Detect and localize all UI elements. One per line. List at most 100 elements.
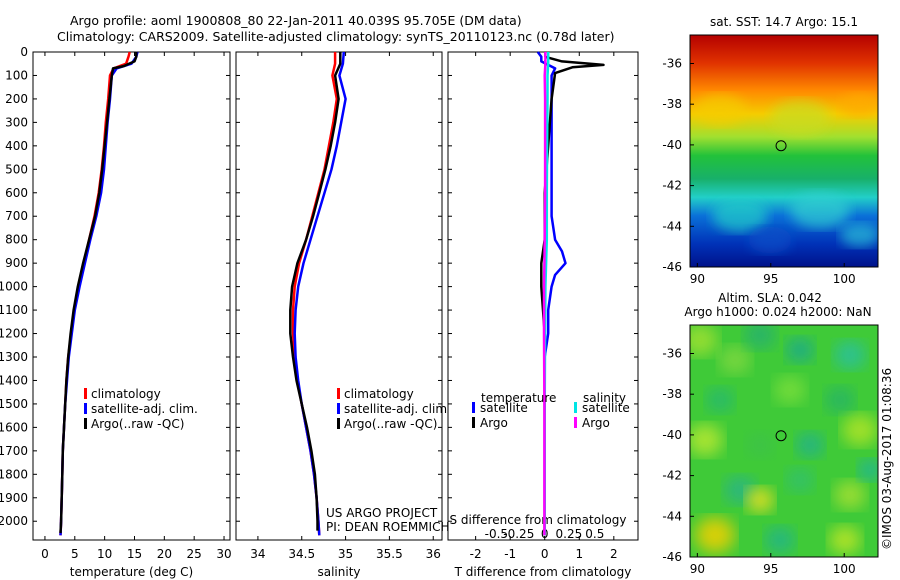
legend-swatch	[574, 402, 577, 413]
sla-texture	[719, 345, 751, 375]
sla-texture	[695, 517, 735, 553]
legend-entry: Argo(..raw -QC)	[91, 417, 184, 431]
y-tick-label: 100	[5, 68, 28, 82]
y-tick-label: 0	[20, 45, 28, 59]
profile-panel-1: 0 5 10 15 20 25 300100200300400500600700800900…	[0, 45, 232, 579]
x-axis-label: temperature (deg C)	[70, 565, 193, 579]
secondary-x-axis-label: S difference from climatology	[450, 513, 627, 527]
series-line	[542, 52, 547, 536]
y-tick-label: 2000	[0, 514, 28, 528]
y-tick-label: 1100	[0, 303, 28, 317]
x-tick-label: 34.5	[288, 547, 315, 561]
y-tick-label: 1700	[0, 444, 28, 458]
plot-frame	[235, 51, 443, 541]
legend-header-salinity: salinity	[583, 391, 626, 405]
legend-swatch	[472, 417, 475, 428]
sst-texture	[694, 94, 746, 126]
secondary-x-tick-label: 0.5	[585, 527, 604, 541]
x-tick-label: 0	[41, 547, 49, 561]
sla-texture	[858, 459, 878, 481]
series-line	[536, 51, 567, 536]
x-tick-label: 90	[690, 562, 705, 576]
sst-texture	[748, 226, 792, 254]
y-tick-label: -40	[662, 428, 682, 442]
x-tick-label: -2	[470, 547, 482, 561]
x-tick-label: 2	[610, 547, 618, 561]
profile-panel-2: 34 34.5 35 35.5 36 salinity climatologysatelli…	[235, 51, 451, 579]
x-axis-label: T difference from climatology	[454, 565, 632, 579]
imos-timestamp: ©IMOS 03-Aug-2017 01:08:36	[880, 368, 894, 550]
sla-texture	[786, 467, 814, 493]
y-tick-label: -40	[662, 138, 682, 152]
legend-swatch	[337, 403, 340, 414]
secondary-x-tick-label: 0.25	[556, 527, 583, 541]
legend-entry: Argo(..raw -QC)	[344, 417, 437, 431]
y-tick-label: -44	[662, 509, 682, 523]
legend-entry: climatology	[91, 387, 161, 401]
sst-map-panel: 90 95 100 -46 -44 -42 -40 -38 -36 sat. SST: 14.7 …	[662, 15, 879, 286]
series-line	[289, 52, 342, 531]
y-tick-label: 700	[5, 209, 28, 223]
legend-swatch	[337, 388, 340, 399]
sla-texture	[690, 423, 723, 457]
y-tick-label: -36	[662, 346, 682, 360]
x-axis-label: salinity	[317, 565, 360, 579]
map-frame	[689, 324, 879, 558]
legend-swatch	[84, 403, 87, 414]
y-tick-label: 1900	[0, 491, 28, 505]
x-tick-label: 100	[833, 272, 856, 286]
legend-swatch	[337, 418, 340, 429]
legend-entry: satellite-adj. clim.	[91, 402, 198, 416]
sla-texture	[834, 480, 866, 510]
sla-texture	[690, 325, 718, 357]
y-tick-label: 900	[5, 256, 28, 270]
y-tick-label: 200	[5, 92, 28, 106]
sla-map-panel: 90 95 100 -46 -44 -42 -40 -38 -36 Altim. SLA: 0.0…	[662, 291, 894, 576]
legend-swatch	[84, 388, 87, 399]
sla-texture	[825, 386, 855, 414]
x-tick-label: -1	[504, 547, 516, 561]
x-tick-label: 0	[541, 547, 549, 561]
sst-image	[690, 35, 878, 267]
argo-position-marker	[775, 430, 787, 442]
y-tick-label: 300	[5, 115, 28, 129]
x-tick-label: 100	[833, 562, 856, 576]
x-tick-label: 34	[250, 547, 265, 561]
legend-entry: Argo	[582, 416, 610, 430]
y-tick-label: -42	[662, 469, 682, 483]
argo-position-marker	[775, 140, 787, 152]
series-line	[59, 52, 138, 534]
sst-texture	[790, 192, 850, 228]
sst-texture	[840, 93, 878, 117]
legend-entry: satellite	[480, 401, 528, 415]
x-tick-label: 30	[216, 547, 231, 561]
y-tick-label: 600	[5, 186, 28, 200]
sla-subtitle: Argo h1000: 0.024 h2000: NaN	[684, 305, 871, 319]
y-tick-label: 1200	[0, 327, 28, 341]
sla-texture	[834, 340, 866, 370]
y-tick-label: 1800	[0, 467, 28, 481]
x-tick-label: 95	[763, 272, 778, 286]
sla-texture	[706, 387, 734, 413]
sst-texture	[712, 198, 768, 232]
y-tick-label: -38	[662, 97, 682, 111]
sla-texture	[746, 432, 774, 458]
x-tick-label: 15	[127, 547, 142, 561]
sla-texture	[744, 325, 776, 350]
sla-texture	[774, 375, 806, 405]
y-tick-label: 1500	[0, 397, 28, 411]
plot-frame	[32, 51, 231, 541]
y-tick-label: 1600	[0, 420, 28, 434]
y-tick-label: 400	[5, 139, 28, 153]
annotation-project: US ARGO PROJECT	[326, 506, 438, 520]
x-tick-label: 10	[97, 547, 112, 561]
x-tick-label: 90	[690, 272, 705, 286]
x-tick-label: 5	[71, 547, 79, 561]
legend-entry: satellite-adj. clim.	[344, 402, 451, 416]
x-tick-label: 95	[763, 562, 778, 576]
y-tick-label: 800	[5, 233, 28, 247]
x-tick-label: 35.5	[376, 547, 403, 561]
y-tick-label: -38	[662, 387, 682, 401]
sla-image	[690, 325, 878, 557]
sla-texture	[765, 526, 795, 554]
